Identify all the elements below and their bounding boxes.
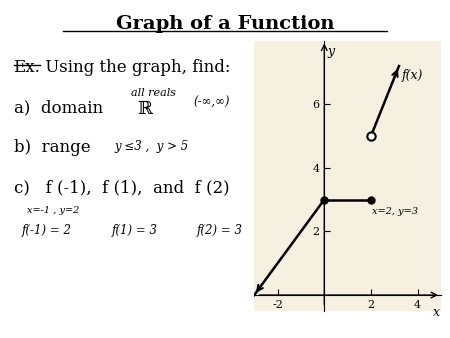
Text: Graph of a Function: Graph of a Function (116, 15, 334, 33)
Text: (-∞,∞): (-∞,∞) (194, 95, 230, 108)
Text: x: x (433, 306, 440, 319)
Text: ℝ: ℝ (137, 100, 152, 118)
Text: f(1) = 3: f(1) = 3 (112, 224, 158, 237)
Text: Ex.: Ex. (14, 59, 40, 76)
Text: all reals: all reals (131, 88, 176, 98)
Text: c)   f (-1),  f (1),  and  f (2): c) f (-1), f (1), and f (2) (14, 180, 229, 197)
Text: x=-1 , y=2: x=-1 , y=2 (27, 206, 79, 215)
Text: f(-1) = 2: f(-1) = 2 (22, 224, 72, 237)
Text: y: y (327, 45, 334, 58)
Text: Using the graph, find:: Using the graph, find: (40, 59, 230, 76)
Text: f(2) = 3: f(2) = 3 (197, 224, 243, 237)
Text: b)  range: b) range (14, 139, 90, 156)
Text: a)  domain: a) domain (14, 100, 103, 117)
Text: y ≤3 ,  y > 5: y ≤3 , y > 5 (115, 140, 189, 153)
Text: f(x): f(x) (401, 69, 423, 82)
Text: x=2, y=3: x=2, y=3 (372, 207, 418, 216)
